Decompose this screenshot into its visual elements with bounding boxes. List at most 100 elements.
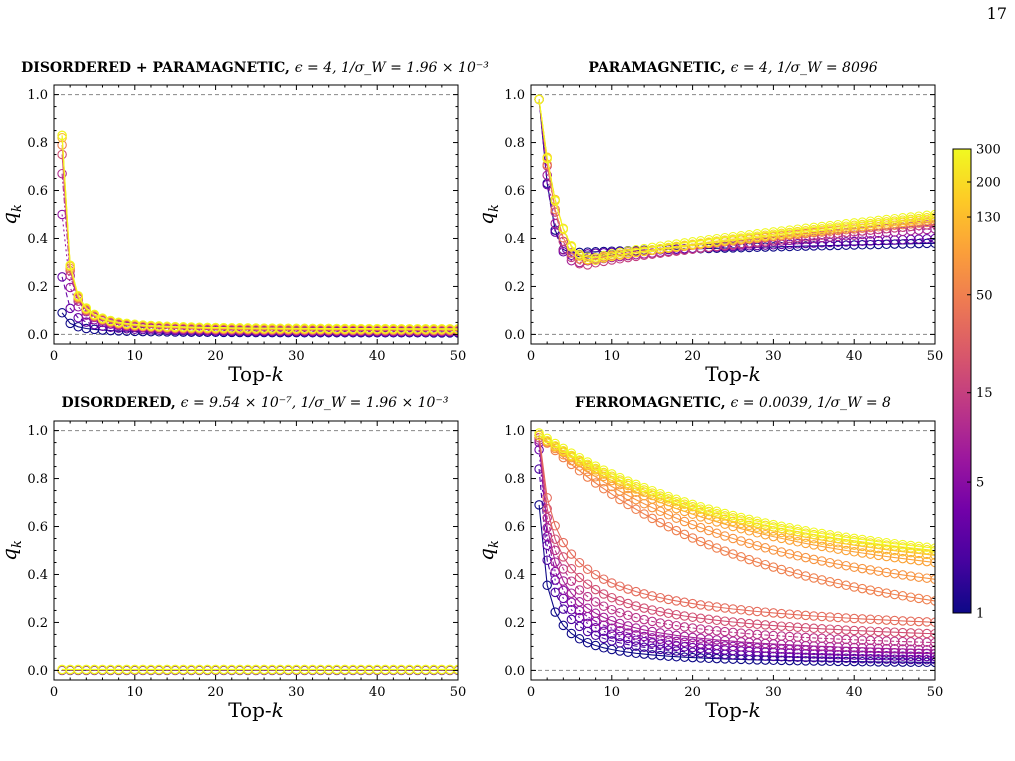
data-point xyxy=(574,585,585,595)
y-tick-label: 0.4 xyxy=(27,232,48,247)
data-point xyxy=(574,249,585,259)
series-line xyxy=(61,137,458,331)
data-point xyxy=(712,543,722,553)
data-point xyxy=(590,597,601,607)
data-point xyxy=(550,534,560,544)
data-point xyxy=(582,457,593,467)
chart-title-name: DISORDERED + PARAMAGNETIC, xyxy=(21,60,295,76)
data-point xyxy=(607,489,617,499)
data-point xyxy=(704,540,714,550)
x-tick-label: 40 xyxy=(369,685,386,700)
data-point xyxy=(550,521,560,531)
y-axis-label: qk xyxy=(474,540,502,561)
data-point xyxy=(582,579,593,589)
series-line xyxy=(61,135,458,330)
data-point xyxy=(647,485,657,496)
y-tick-label: 0.6 xyxy=(504,184,525,199)
data-point xyxy=(623,490,633,501)
y-tick-label: 1.0 xyxy=(27,88,48,103)
colorbar-tick-label: 300 xyxy=(976,143,1001,158)
data-point xyxy=(590,584,601,595)
data-point xyxy=(631,494,641,505)
data-point xyxy=(574,452,585,463)
y-tick-label: 1.0 xyxy=(504,88,525,103)
chart-title: DISORDERED + PARAMAGNETIC, ϵ = 4, 1/σ_W … xyxy=(21,60,489,76)
x-tick-label: 10 xyxy=(604,685,621,700)
data-point xyxy=(582,591,593,602)
data-point xyxy=(598,589,609,599)
series-group xyxy=(57,130,458,338)
x-axis-label: Top-k xyxy=(228,362,284,386)
y-tick-label: 1.0 xyxy=(504,424,525,439)
data-point xyxy=(598,574,609,584)
x-tick-label: 20 xyxy=(684,349,701,364)
x-axis-label: Top-k xyxy=(705,362,761,386)
y-tick-label: 0.0 xyxy=(27,664,48,679)
data-point xyxy=(542,504,552,514)
data-point xyxy=(558,604,569,614)
chart-panel-1: DISORDERED + PARAMAGNETIC, ϵ = 4, 1/σ_W … xyxy=(0,60,489,386)
series-group xyxy=(534,94,935,270)
y-tick-label: 0.0 xyxy=(27,328,48,343)
data-point xyxy=(534,94,544,105)
x-axis-label: Top-k xyxy=(705,698,761,722)
y-tick-label: 0.8 xyxy=(504,472,525,487)
data-point xyxy=(663,521,674,532)
data-point xyxy=(615,472,625,483)
data-point xyxy=(550,607,560,617)
y-tick-label: 0.8 xyxy=(27,472,48,487)
data-point xyxy=(598,601,609,611)
x-tick-label: 20 xyxy=(207,685,224,700)
x-tick-label: 0 xyxy=(527,349,535,364)
data-point xyxy=(558,620,569,631)
x-tick-label: 50 xyxy=(927,349,944,364)
chart-title-params: ϵ = 4, 1/σ_W = 8096 xyxy=(731,60,878,76)
data-point xyxy=(574,572,585,583)
chart-panel-3: DISORDERED, ϵ = 9.54 × 10⁻⁷, 1/σ_W = 1.9… xyxy=(0,395,466,722)
data-point xyxy=(639,614,649,625)
data-point xyxy=(607,604,617,615)
y-tick-label: 0.4 xyxy=(504,232,525,247)
x-tick-label: 40 xyxy=(369,349,386,364)
data-point xyxy=(655,488,666,499)
data-point xyxy=(89,309,100,320)
chart-title: DISORDERED, ϵ = 9.54 × 10⁻⁷, 1/σ_W = 1.9… xyxy=(62,395,449,411)
data-point xyxy=(65,260,75,270)
data-point xyxy=(639,509,649,519)
data-point xyxy=(566,564,577,574)
data-point xyxy=(550,196,560,206)
data-point xyxy=(81,303,92,313)
data-point xyxy=(574,634,585,644)
data-point xyxy=(574,597,585,607)
data-point xyxy=(598,612,609,623)
x-tick-label: 50 xyxy=(450,349,467,364)
data-point xyxy=(679,529,690,540)
y-tick-label: 0.6 xyxy=(27,184,48,199)
data-point xyxy=(590,630,601,641)
x-tick-label: 50 xyxy=(450,685,467,700)
y-tick-label: 0.2 xyxy=(27,280,48,295)
data-point xyxy=(598,626,609,637)
y-tick-label: 0.0 xyxy=(504,328,525,343)
data-point xyxy=(57,149,67,160)
axes-frame xyxy=(53,84,459,345)
series-line xyxy=(61,135,458,330)
data-point xyxy=(598,465,609,475)
x-tick-label: 0 xyxy=(527,685,535,700)
data-point xyxy=(639,482,649,493)
data-point xyxy=(566,576,577,586)
chart-title: PARAMAGNETIC, ϵ = 4, 1/σ_W = 8096 xyxy=(588,60,877,76)
data-point xyxy=(687,533,698,543)
data-point xyxy=(566,628,577,639)
series-line xyxy=(538,434,935,552)
chart-panel-2: PARAMAGNETIC, ϵ = 4, 1/σ_W = 8096 0 10 20 30… xyxy=(474,60,943,386)
colorbar-tick-label: 50 xyxy=(976,288,993,303)
y-tick-label: 1.0 xyxy=(27,424,48,439)
data-point xyxy=(671,525,682,536)
y-tick-label: 0.8 xyxy=(27,136,48,151)
series-group xyxy=(57,664,458,676)
data-point xyxy=(695,536,706,547)
